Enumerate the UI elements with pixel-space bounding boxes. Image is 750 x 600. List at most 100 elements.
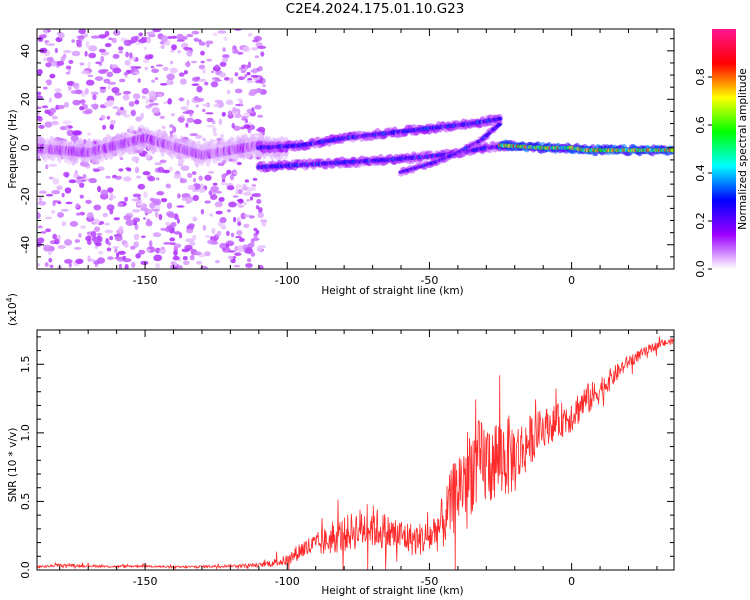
heatmap-cell	[51, 190, 61, 195]
heatmap-cell	[61, 192, 65, 198]
x-axis-label: Height of straight line (km)	[321, 285, 463, 297]
heatmap-cell	[202, 103, 210, 107]
heatmap-cell	[166, 202, 173, 209]
heatmap-cell	[74, 239, 81, 243]
heatmap-cell	[238, 67, 244, 71]
heatmap-cell	[212, 120, 216, 125]
heatmap-cell	[38, 36, 44, 42]
heatmap-cell	[497, 116, 503, 122]
colorbar	[708, 29, 736, 270]
heatmap-cell	[144, 55, 152, 60]
heatmap-cell	[180, 165, 190, 172]
y-tick-label: -20	[19, 187, 32, 205]
x-tick-label: -150	[133, 575, 158, 588]
heatmap-cell	[108, 100, 115, 106]
heatmap-cell	[158, 213, 163, 221]
heatmap-cell	[75, 258, 84, 264]
heatmap-cell	[254, 55, 260, 59]
heatmap-cell	[258, 264, 264, 269]
heatmap-cell	[202, 67, 206, 74]
heatmap-cell	[177, 49, 181, 54]
heatmap-cell	[208, 190, 213, 196]
heatmap-cell	[114, 248, 118, 254]
heatmap-cell	[152, 29, 162, 33]
heatmap-cell	[45, 216, 53, 220]
heatmap-cell	[142, 59, 150, 64]
y-multiplier-label: (x104)	[5, 293, 19, 326]
heatmap-cell	[151, 68, 160, 74]
heatmap-cell	[179, 78, 187, 85]
heatmap-cell	[135, 116, 142, 122]
heatmap-cell	[143, 217, 146, 220]
heatmap-cell	[161, 125, 166, 130]
heatmap-cell	[229, 77, 234, 84]
heatmap-cell	[137, 183, 146, 190]
heatmap-cell	[148, 240, 153, 247]
heatmap-cell	[214, 201, 223, 208]
heatmap-cell	[63, 101, 70, 108]
heatmap-track	[497, 139, 674, 157]
heatmap-cell	[219, 61, 227, 67]
heatmap-cell	[191, 60, 198, 64]
heatmap-cell	[45, 228, 52, 233]
heatmap-cell	[221, 178, 226, 183]
heatmap-cell	[85, 235, 92, 242]
line-frame	[36, 329, 675, 571]
heatmap-cell	[260, 51, 265, 57]
heatmap-cell	[217, 30, 227, 34]
heatmap-cell	[206, 117, 214, 123]
heatmap-cell	[181, 196, 186, 201]
heatmap-cell	[236, 161, 242, 166]
heatmap-cell	[98, 48, 106, 53]
heatmap-cell	[241, 64, 246, 68]
heatmap-cell	[71, 50, 81, 57]
heatmap-cell	[200, 50, 205, 56]
heatmap-cell	[171, 35, 177, 39]
heatmap-cell	[204, 200, 211, 204]
colorbar-tick-label: 0.4	[694, 164, 707, 182]
heatmap-cell	[87, 255, 91, 262]
heatmap-cell	[84, 50, 88, 57]
heatmap-cell	[134, 99, 140, 105]
heatmap-cell	[198, 78, 207, 82]
heatmap-cell	[207, 170, 215, 174]
heatmap-cell	[44, 121, 53, 128]
heatmap-cell	[102, 212, 109, 218]
heatmap-cell	[186, 99, 190, 106]
heatmap-cell	[191, 83, 200, 86]
heatmap-cell	[151, 79, 156, 83]
heatmap-cell	[38, 124, 45, 129]
heatmap-cell	[245, 263, 253, 268]
heatmap-cell	[184, 61, 191, 67]
heatmap-cell	[138, 249, 146, 255]
heatmap-cell	[186, 117, 194, 123]
heatmap-cell	[173, 231, 181, 235]
heatmap-cell	[200, 209, 204, 215]
y-axis-label: Frequency (Hz)	[7, 109, 19, 188]
heatmap-cell	[123, 215, 132, 221]
heatmap-cell	[110, 119, 116, 125]
heatmap-cell	[91, 35, 100, 39]
heatmap-cell	[45, 164, 49, 170]
heatmap-cell	[222, 47, 226, 52]
heatmap-cell	[166, 224, 174, 232]
heatmap-cell	[202, 108, 206, 112]
heatmap-cell	[250, 196, 253, 201]
heatmap-cell	[44, 262, 49, 267]
heatmap-cell	[66, 129, 74, 137]
heatmap-cell	[107, 241, 111, 246]
colorbar-tick-label: 0.6	[694, 116, 707, 134]
heatmap-cell	[140, 112, 144, 120]
heatmap-cell	[112, 245, 119, 249]
heatmap-cell	[226, 230, 230, 237]
heatmap-cell	[260, 219, 268, 223]
heatmap-cell	[237, 221, 242, 226]
heatmap-cell	[100, 114, 106, 120]
heatmap-cell	[75, 212, 81, 216]
heatmap-cell	[54, 47, 59, 54]
heatmap-cell	[78, 233, 82, 238]
heatmap-cell	[51, 115, 59, 120]
heatmap-cell	[107, 81, 117, 85]
heatmap-cell	[241, 185, 248, 191]
heatmap-cell	[151, 107, 160, 114]
